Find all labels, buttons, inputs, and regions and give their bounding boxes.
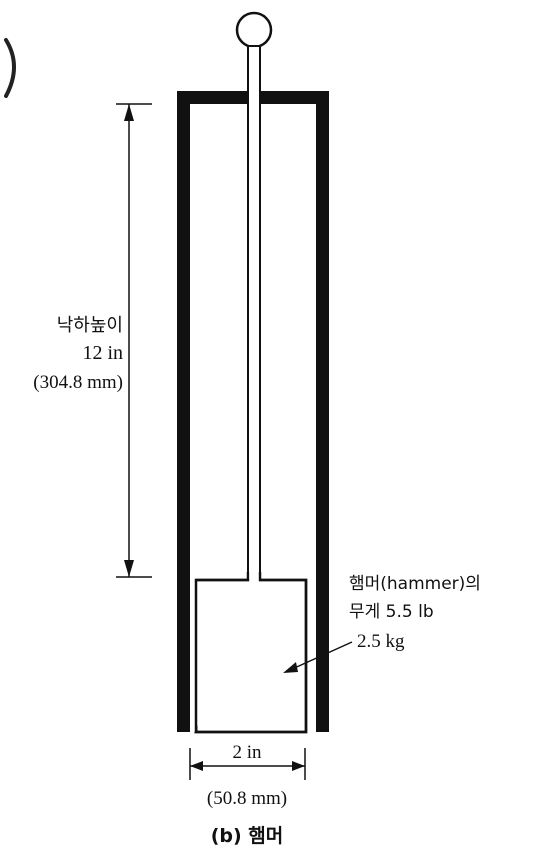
tube-left-wall (177, 91, 190, 732)
drop-height-dimension (116, 103, 152, 578)
drop-height-inches: 12 in (82, 342, 123, 364)
hammer-block-fill (197, 581, 305, 731)
figure-caption: (b) 햄머 (211, 825, 284, 847)
arrowhead-up-icon (124, 104, 134, 121)
drop-height-title: 낙하높이 (57, 315, 123, 336)
drop-height-mm: (304.8 mm) (33, 372, 123, 393)
tube-right-wall (316, 91, 329, 732)
parenthesis-fragment-icon (4, 38, 16, 98)
arrowhead-left-icon (190, 761, 203, 771)
width-mm: (50.8 mm) (207, 788, 287, 809)
weight-leader-arrow (283, 641, 353, 673)
hammer-rod (247, 45, 261, 581)
guide-tube (177, 91, 329, 732)
arrowhead-down-icon (124, 560, 134, 577)
hammer-weight-line1: 햄머(hammer)의 (349, 574, 481, 594)
width-dimension (189, 748, 306, 780)
arrowhead-right-icon (292, 761, 305, 771)
hammer-weight-line2: 무게 5.5 lb (349, 602, 434, 622)
hammer-weight-line3: 2.5 kg (357, 631, 405, 652)
width-inches: 2 in (232, 742, 262, 763)
rod-knob (235, 11, 273, 49)
arrowhead-icon (283, 662, 298, 673)
